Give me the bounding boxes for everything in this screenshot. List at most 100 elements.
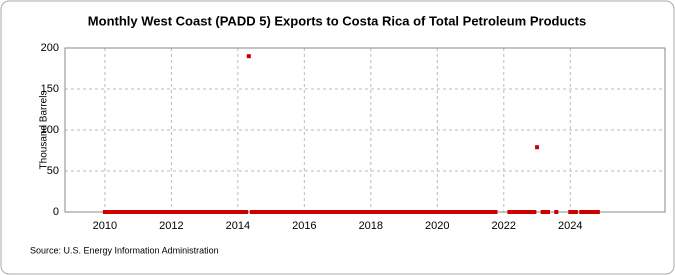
point (366, 210, 371, 214)
point (418, 210, 423, 214)
x-tick-label: 2016 (292, 220, 316, 232)
point (332, 210, 337, 214)
point (579, 210, 584, 214)
point (310, 210, 315, 214)
point (363, 210, 368, 214)
point (568, 210, 573, 214)
point (512, 210, 517, 214)
point (451, 210, 456, 214)
point (230, 210, 235, 214)
point (460, 210, 465, 214)
point (244, 210, 249, 214)
point (216, 210, 221, 214)
point (213, 210, 218, 214)
point (374, 210, 379, 214)
point (199, 210, 204, 214)
x-tick-label: 2022 (492, 220, 516, 232)
point (449, 210, 454, 214)
point (532, 210, 537, 214)
point (518, 210, 523, 214)
point (108, 210, 113, 214)
point (241, 210, 246, 214)
point (172, 210, 177, 214)
point (507, 210, 512, 214)
point (388, 210, 393, 214)
point (266, 210, 271, 214)
point (205, 210, 210, 214)
point (285, 210, 290, 214)
point (593, 210, 598, 214)
point (283, 210, 288, 214)
point (446, 210, 451, 214)
point (202, 210, 207, 214)
point (432, 210, 437, 214)
point (354, 210, 359, 214)
point (335, 210, 340, 214)
point (476, 210, 481, 214)
point (416, 210, 421, 214)
chart-title: Monthly West Coast (PADD 5) Exports to C… (88, 13, 586, 28)
point (152, 210, 157, 214)
point (219, 210, 224, 214)
point (141, 210, 146, 214)
point (161, 210, 166, 214)
point (119, 210, 124, 214)
point (402, 210, 407, 214)
point (487, 210, 492, 214)
point (529, 210, 534, 214)
point (238, 210, 243, 214)
y-tick-label: 150 (41, 83, 59, 95)
point (368, 210, 373, 214)
point (185, 210, 190, 214)
point (413, 210, 418, 214)
point (296, 210, 301, 214)
point (346, 210, 351, 214)
point (352, 210, 357, 214)
point (443, 210, 448, 214)
point (191, 210, 196, 214)
point (584, 210, 589, 214)
point (465, 210, 470, 214)
point (136, 210, 141, 214)
point (116, 210, 121, 214)
point (313, 210, 318, 214)
point (274, 210, 279, 214)
y-tick-label: 0 (53, 206, 59, 218)
point (454, 210, 459, 214)
point (338, 210, 343, 214)
point (554, 210, 559, 214)
point (524, 210, 529, 214)
point (183, 210, 188, 214)
point (493, 210, 498, 214)
point (258, 210, 263, 214)
point (263, 210, 268, 214)
point (105, 210, 110, 214)
point (233, 210, 238, 214)
point (249, 210, 254, 214)
point (155, 210, 160, 214)
point (111, 210, 116, 214)
point (479, 210, 484, 214)
point (462, 210, 467, 214)
point (127, 210, 132, 214)
point (144, 210, 149, 214)
point (490, 210, 495, 214)
point (277, 210, 282, 214)
point (169, 210, 174, 214)
point (429, 210, 434, 214)
point (360, 210, 365, 214)
point (227, 210, 232, 214)
point (570, 210, 575, 214)
point (302, 210, 307, 214)
point (122, 210, 127, 214)
y-tick-label: 200 (41, 42, 59, 54)
point (407, 210, 412, 214)
point (150, 210, 155, 214)
point (163, 210, 168, 214)
point (349, 210, 354, 214)
point (307, 210, 312, 214)
point (125, 210, 130, 214)
point (468, 210, 473, 214)
point (324, 210, 329, 214)
point (343, 210, 348, 214)
